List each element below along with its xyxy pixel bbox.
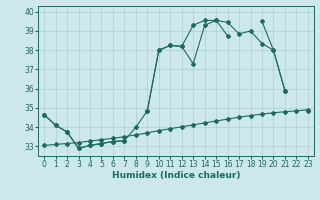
X-axis label: Humidex (Indice chaleur): Humidex (Indice chaleur)	[112, 171, 240, 180]
